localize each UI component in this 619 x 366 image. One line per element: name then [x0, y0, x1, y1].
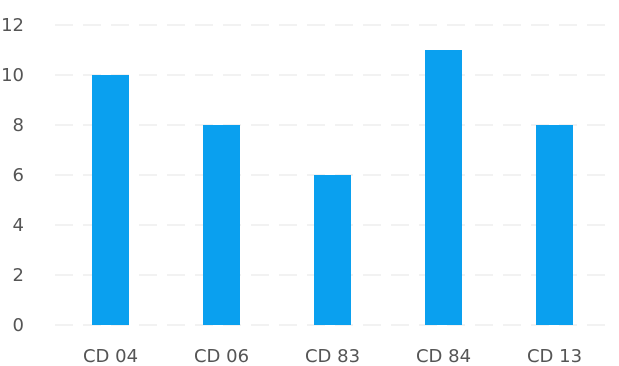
y-tick-label: 4 [13, 215, 24, 236]
y-tick-label: 2 [13, 265, 24, 286]
bar-layer [92, 50, 573, 325]
y-axis: 0 2 4 6 8 10 12 [1, 15, 24, 336]
x-tick-label: CD 83 [305, 346, 360, 366]
bar-cd-06[interactable] [203, 125, 240, 325]
x-tick-label: CD 13 [527, 346, 582, 366]
x-tick-label: CD 04 [83, 346, 138, 366]
y-tick-label: 6 [13, 165, 24, 186]
grid-layer [55, 24, 610, 326]
x-tick-label: CD 06 [194, 346, 249, 366]
y-tick-label: 0 [13, 315, 24, 336]
bar-cd-13[interactable] [536, 125, 573, 325]
y-tick-label: 10 [1, 65, 24, 86]
y-tick-label: 12 [1, 15, 24, 36]
y-tick-label: 8 [13, 115, 24, 136]
x-tick-label: CD 84 [416, 346, 471, 366]
bar-cd-84[interactable] [425, 50, 462, 325]
x-axis: CD 04 CD 06 CD 83 CD 84 CD 13 [83, 346, 582, 366]
bar-cd-83[interactable] [314, 175, 351, 325]
bar-cd-04[interactable] [92, 75, 129, 325]
